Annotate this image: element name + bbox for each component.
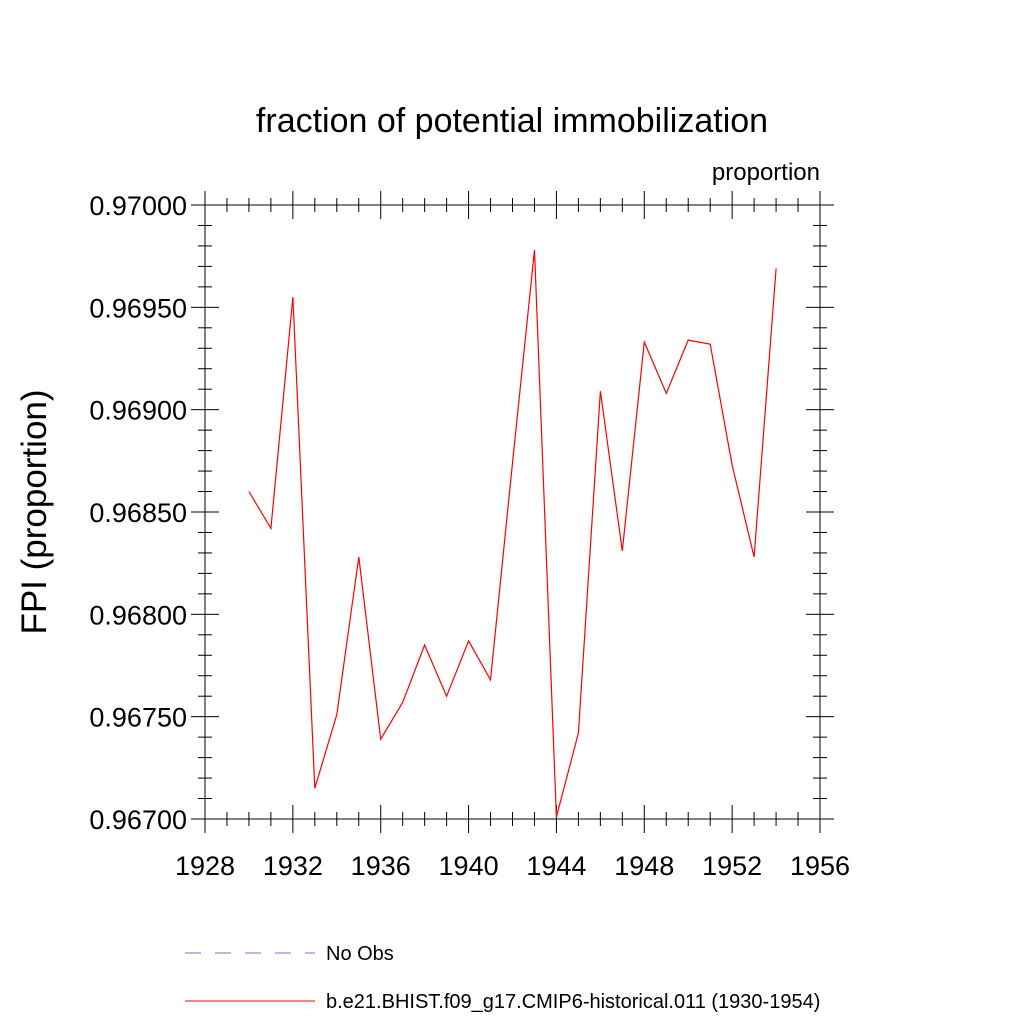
y-tick-label: 0.96850 xyxy=(89,498,187,528)
x-tick-label: 1940 xyxy=(439,851,499,881)
x-tick-label: 1948 xyxy=(614,851,674,881)
y-tick-label: 0.96800 xyxy=(89,600,187,630)
series-line xyxy=(248,249,777,818)
x-tick-label: 1932 xyxy=(263,851,323,881)
x-tick-label: 1952 xyxy=(702,851,762,881)
y-tick-label: 0.96950 xyxy=(89,293,187,323)
y-axis-label: FPI (proportion) xyxy=(15,389,54,634)
x-tick-label: 1928 xyxy=(175,851,235,881)
legend-label: No Obs xyxy=(326,943,394,965)
plot-area: 1928 1932 1936 1940 1944 1948 1952 1956 0.96700 0… xyxy=(89,191,850,881)
x-tick-label: 1956 xyxy=(790,851,850,881)
plot-frame xyxy=(204,204,821,820)
y-tick-label: 0.96900 xyxy=(89,396,187,426)
x-tick-label: 1944 xyxy=(526,851,586,881)
chart-title: fraction of potential immobilization xyxy=(256,102,768,140)
units-label: proportion xyxy=(712,159,820,186)
x-tick-label: 1936 xyxy=(351,851,411,881)
y-tick-label: 0.97000 xyxy=(89,191,187,221)
y-tick-label: 0.96700 xyxy=(89,805,187,835)
y-tick-label: 0.96750 xyxy=(89,703,187,733)
legend-label: b.e21.BHIST.f09_g17.CMIP6-historical.011… xyxy=(326,991,820,1013)
legend: No Obs b.e21.BHIST.f09_g17.CMIP6-historic… xyxy=(185,943,820,1013)
